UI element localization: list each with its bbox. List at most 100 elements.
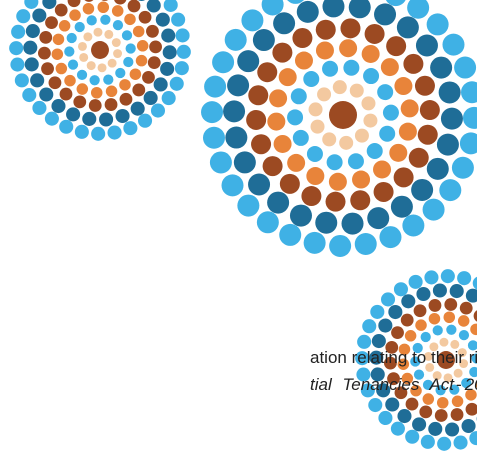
- decor-dot: [87, 61, 96, 70]
- dash: -: [456, 375, 462, 394]
- decor-dot: [273, 12, 295, 34]
- decor-dot: [405, 430, 419, 444]
- decor-dot: [10, 58, 24, 72]
- decor-dot: [394, 167, 414, 187]
- decor-dot: [45, 112, 59, 126]
- decor-dot: [160, 62, 174, 76]
- decor-dot: [357, 335, 371, 349]
- decor-dot: [257, 211, 279, 233]
- decor-dot: [78, 42, 87, 51]
- decor-dot: [377, 84, 393, 100]
- decor-dot: [309, 102, 323, 116]
- decor-dot: [405, 330, 417, 342]
- decor-dot: [201, 101, 223, 123]
- decor-dot: [103, 74, 113, 84]
- decor-dot: [144, 91, 158, 105]
- decor-dot: [99, 112, 113, 126]
- decor-dot: [274, 135, 292, 153]
- decor-dot: [407, 0, 429, 19]
- decor-dot: [204, 76, 226, 98]
- decor-dot: [416, 34, 438, 56]
- decor-dot: [460, 132, 477, 154]
- decor-dot: [370, 305, 384, 319]
- decor-dot: [322, 0, 344, 17]
- decor-dot: [32, 101, 46, 115]
- decor-dot: [383, 105, 399, 121]
- decor-dot: [248, 85, 268, 105]
- decor-dot: [52, 48, 64, 60]
- decor-dot: [272, 43, 292, 63]
- decor-dot: [394, 77, 412, 95]
- decor-dot: [427, 13, 449, 35]
- decor-dot: [446, 325, 456, 335]
- decor-dot: [162, 91, 176, 105]
- decor-dot: [374, 182, 394, 202]
- decor-dot: [439, 179, 461, 201]
- decor-dot: [340, 18, 360, 38]
- decor-dot: [401, 99, 419, 117]
- decor-dot: [32, 8, 46, 22]
- decor-dot: [444, 298, 457, 311]
- decor-dot: [420, 100, 440, 120]
- decor-dot: [30, 73, 44, 87]
- decor-dot: [45, 16, 58, 29]
- decor-dot: [83, 3, 95, 15]
- decor-dot: [460, 302, 473, 315]
- decor-dot: [25, 57, 39, 71]
- decor-dot: [418, 125, 438, 145]
- decor-dot: [87, 15, 97, 25]
- decor-dot: [378, 411, 392, 425]
- decor-dot: [352, 171, 370, 189]
- decor-dot: [463, 107, 477, 129]
- decor-dot: [90, 75, 100, 85]
- decor-dot: [350, 84, 364, 98]
- decor-dot: [399, 123, 417, 141]
- decor-dot: [175, 61, 189, 75]
- decor-dot: [378, 318, 392, 332]
- decor-dot: [119, 79, 131, 91]
- decor-dot: [23, 41, 37, 55]
- decor-dot: [11, 25, 25, 39]
- decor-dot: [373, 160, 391, 178]
- decor-dot: [115, 68, 125, 78]
- decor-dot: [327, 154, 343, 170]
- decor-dot: [41, 62, 54, 75]
- decor-dot: [279, 224, 301, 246]
- decor-dot: [212, 51, 234, 73]
- decor-dot: [343, 60, 359, 76]
- decor-dot: [42, 0, 56, 9]
- decor-dot: [98, 1, 110, 13]
- decor-dot: [108, 59, 117, 68]
- decor-dot: [64, 75, 76, 87]
- decor-dot: [367, 207, 389, 229]
- decor-dot: [394, 282, 408, 296]
- decor-dot: [104, 30, 113, 39]
- decor-dot: [149, 40, 162, 53]
- decor-dot: [248, 174, 270, 196]
- decor-dot: [342, 213, 364, 235]
- decor-dot: [409, 275, 423, 289]
- decor-dot: [403, 54, 423, 74]
- decor-dot: [123, 57, 133, 67]
- decor-dot: [466, 289, 477, 303]
- decor-dot: [39, 87, 53, 101]
- decor-dot: [423, 393, 435, 405]
- decor-dot: [391, 422, 405, 436]
- decor-dot: [24, 0, 38, 9]
- decor-dot: [287, 109, 303, 125]
- decor-dot: [462, 419, 476, 433]
- decor-dot: [137, 40, 149, 52]
- decor-dot: [26, 24, 40, 38]
- decor-dot: [409, 148, 429, 168]
- decor-dot: [292, 28, 312, 48]
- decor-dot: [91, 41, 109, 59]
- decor-dot: [237, 50, 259, 72]
- decor-dot: [388, 305, 402, 319]
- decor-dot: [263, 156, 283, 176]
- decor-dot: [349, 0, 371, 18]
- decor-dot: [112, 5, 124, 17]
- decor-dot: [386, 36, 406, 56]
- decor-dot: [423, 199, 445, 221]
- decor-dot: [267, 113, 285, 131]
- decor-dot: [108, 126, 122, 140]
